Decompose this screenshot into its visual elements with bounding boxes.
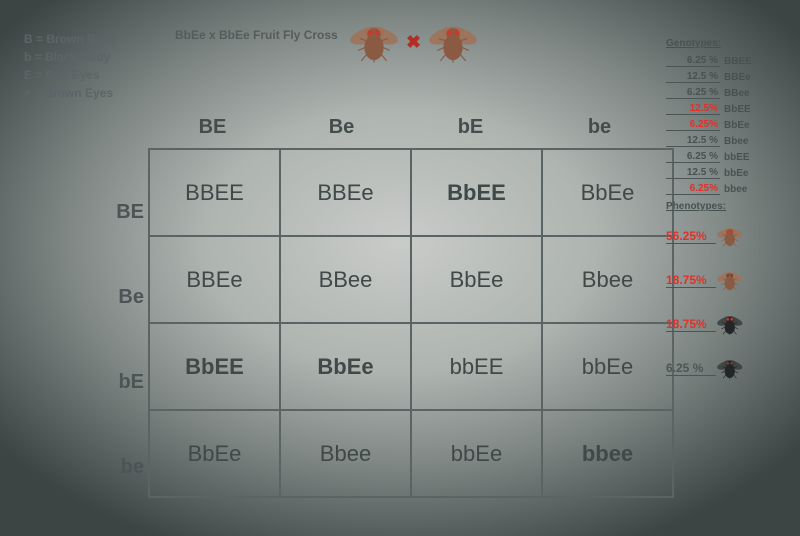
genotype-percent: 6.25 % <box>666 151 720 163</box>
legend-E: E = Red Eyes <box>24 66 117 84</box>
col-header: Be <box>277 116 406 139</box>
row-header: BE <box>100 170 144 255</box>
genotype-row: 6.25%bbee <box>666 179 796 195</box>
punnett-cell: BBEe <box>149 236 280 323</box>
genotype-label: BBEe <box>720 72 751 83</box>
genotype-percent: 6.25% <box>666 183 720 195</box>
phenotype-row: 18.75% <box>666 258 796 302</box>
genotype-percent: 6.25 % <box>666 55 720 67</box>
col-header: bE <box>406 116 535 139</box>
punnett-row-headers: BEBebEbe <box>100 170 144 510</box>
genotype-percent: 12.5 % <box>666 135 720 147</box>
row-header: bE <box>100 340 144 425</box>
genotype-percent: 12.5 % <box>666 71 720 83</box>
genotype-label: BbEE <box>720 104 751 115</box>
punnett-cell: BbEe <box>542 149 673 236</box>
punnett-cell: bbEe <box>411 410 542 497</box>
punnett-square: BBEEBBEeBbEEBbEeBBEeBBeeBbEeBbeeBbEEBbEe… <box>148 148 674 498</box>
phenotype-percent: 6.25 % <box>666 361 716 376</box>
legend-B: B = Brown Body <box>24 30 117 48</box>
row-header: Be <box>100 255 144 340</box>
genotype-row: 12.5%BbEE <box>666 99 796 115</box>
punnett-cell: Bbee <box>280 410 411 497</box>
genotype-row: 12.5 %bbEe <box>666 163 796 179</box>
phenotype-fly-icon <box>716 357 744 378</box>
punnett-col-headers: BEBebEbe <box>148 116 664 139</box>
punnett-cell: BbEe <box>411 236 542 323</box>
genotype-row: 12.5 %Bbee <box>666 131 796 147</box>
row-header: be <box>100 425 144 510</box>
parent-flies: ✖ <box>348 22 479 63</box>
genotype-label: bbEE <box>720 152 750 163</box>
legend-e: e = Brown Eyes <box>24 84 117 102</box>
punnett-cell: BbEe <box>280 323 411 410</box>
phenotype-list: 56.25% 18.75% 18.75% 6.25 % <box>666 214 796 390</box>
genotype-percent: 12.5 % <box>666 167 720 179</box>
phenotype-row: 56.25% <box>666 214 796 258</box>
col-header: BE <box>148 116 277 139</box>
punnett-cell: bbEe <box>542 323 673 410</box>
genotype-label: BBEE <box>720 56 752 67</box>
punnett-cell: BBEE <box>149 149 280 236</box>
allele-legend: B = Brown Body b = Black Body E = Red Ey… <box>24 30 117 102</box>
phenotype-row: 6.25 % <box>666 346 796 390</box>
phenotype-row: 18.75% <box>666 302 796 346</box>
results-panel: Genotypes: 6.25 %BBEE12.5 %BBEe6.25 %BBe… <box>666 38 796 390</box>
genotype-row: 6.25 %BBEE <box>666 51 796 67</box>
cross-symbol-icon: ✖ <box>406 32 421 53</box>
legend-b: b = Black Body <box>24 48 117 66</box>
punnett-cell: bbee <box>542 410 673 497</box>
genotype-percent: 6.25 % <box>666 87 720 99</box>
genotype-percent: 12.5% <box>666 103 720 115</box>
phenotype-percent: 56.25% <box>666 229 716 244</box>
col-header: be <box>535 116 664 139</box>
parent-fly-2 <box>427 22 479 63</box>
punnett-cell: bbEE <box>411 323 542 410</box>
genotype-label: bbEe <box>720 168 748 179</box>
phenotype-percent: 18.75% <box>666 273 716 288</box>
punnett-cell: BbEE <box>411 149 542 236</box>
genotype-label: Bbee <box>720 136 748 147</box>
phenotype-fly-icon <box>716 225 744 246</box>
cross-title: BbEe x BbEe Fruit Fly Cross <box>175 28 338 42</box>
genotype-row: 6.25%BbEe <box>666 115 796 131</box>
phenotype-fly-icon <box>716 313 744 334</box>
genotype-row: 6.25 %BBee <box>666 83 796 99</box>
punnett-cell: BBEe <box>280 149 411 236</box>
genotype-label: bbee <box>720 184 747 195</box>
genotype-percent: 6.25% <box>666 119 720 131</box>
punnett-cell: BBee <box>280 236 411 323</box>
punnett-cell: BbEE <box>149 323 280 410</box>
genotype-row: 6.25 %bbEE <box>666 147 796 163</box>
genotype-label: BBee <box>720 88 750 99</box>
phenotypes-header: Phenotypes: <box>666 201 796 212</box>
genotype-row: 12.5 %BBEe <box>666 67 796 83</box>
genotypes-header: Genotypes: <box>666 38 796 49</box>
phenotype-percent: 18.75% <box>666 317 716 332</box>
genotype-list: 6.25 %BBEE12.5 %BBEe6.25 %BBee12.5%BbEE6… <box>666 51 796 195</box>
genotype-label: BbEe <box>720 120 750 131</box>
punnett-cell: BbEe <box>149 410 280 497</box>
punnett-cell: Bbee <box>542 236 673 323</box>
parent-fly-1 <box>348 22 400 63</box>
phenotype-fly-icon <box>716 269 744 290</box>
